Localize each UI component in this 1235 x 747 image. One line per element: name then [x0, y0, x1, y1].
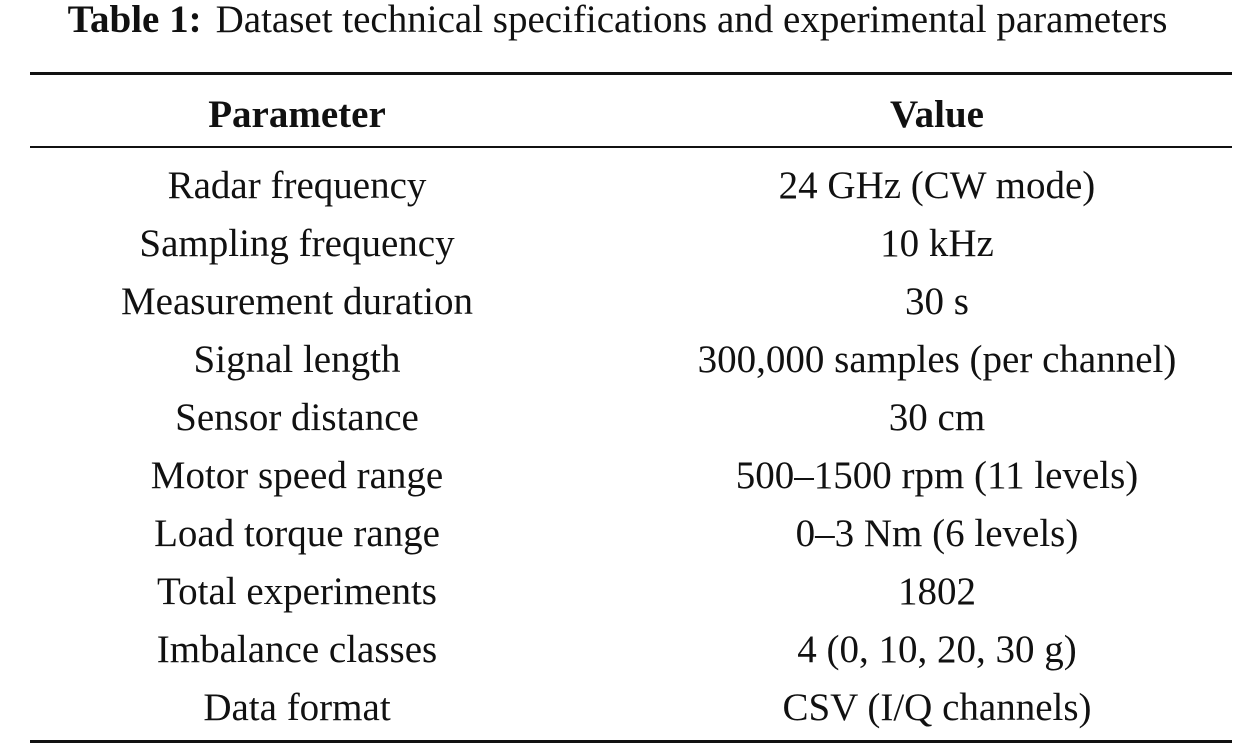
header-value: Value	[890, 93, 984, 136]
header-rule	[30, 146, 1232, 148]
value-cell: 300,000 samples (per channel)	[697, 338, 1177, 381]
table-row: Motor speed range 500–1500 rpm (11 level…	[0, 447, 1235, 505]
table-row: Imbalance classes 4 (0, 10, 20, 30 g)	[0, 621, 1235, 679]
value-cell: 4 (0, 10, 20, 30 g)	[797, 628, 1077, 671]
table-caption-text: Dataset technical specifications and exp…	[215, 0, 1168, 41]
table-row: Signal length 300,000 samples (per chann…	[0, 331, 1235, 389]
table-caption-label: Table 1:	[67, 0, 202, 41]
parameter-cell: Motor speed range	[150, 454, 444, 497]
value-cell: CSV (I/Q channels)	[782, 686, 1092, 729]
parameter-cell: Sampling frequency	[139, 222, 455, 265]
parameter-cell: Sensor distance	[175, 396, 419, 439]
parameter-cell: Signal length	[193, 338, 401, 381]
table-row: Measurement duration 30 s	[0, 273, 1235, 331]
value-cell: 30 cm	[888, 396, 986, 439]
table-row: Sampling frequency 10 kHz	[0, 215, 1235, 273]
value-cell: 30 s	[905, 280, 969, 323]
value-cell: 500–1500 rpm (11 levels)	[735, 454, 1139, 497]
value-cell: 1802	[898, 570, 976, 613]
header-parameter: Parameter	[208, 93, 386, 136]
table-header-row: Parameter Value	[0, 86, 1235, 144]
table-row: Load torque range 0–3 Nm (6 levels)	[0, 505, 1235, 563]
table-row: Sensor distance 30 cm	[0, 389, 1235, 447]
parameter-cell: Load torque range	[154, 512, 440, 555]
value-cell: 10 kHz	[880, 222, 994, 265]
table-caption: Table 1: Dataset technical specifications…	[0, 0, 1235, 40]
parameter-cell: Total experiments	[157, 570, 437, 613]
parameter-cell: Imbalance classes	[156, 628, 438, 671]
bottom-rule	[30, 740, 1232, 743]
table-row: Radar frequency 24 GHz (CW mode)	[0, 157, 1235, 215]
value-cell: 0–3 Nm (6 levels)	[795, 512, 1079, 555]
parameter-cell: Radar frequency	[167, 164, 427, 207]
top-rule	[30, 72, 1232, 75]
table-row: Data format CSV (I/Q channels)	[0, 679, 1235, 737]
parameter-cell: Measurement duration	[121, 280, 473, 323]
parameter-cell: Data format	[203, 686, 391, 729]
table-row: Total experiments 1802	[0, 563, 1235, 621]
value-cell: 24 GHz (CW mode)	[778, 164, 1096, 207]
